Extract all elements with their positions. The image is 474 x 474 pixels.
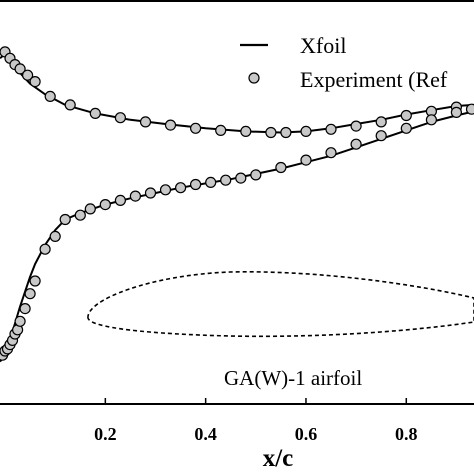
experiment-lower-surface-point bbox=[29, 275, 41, 287]
experiment-lower-surface-point bbox=[74, 209, 86, 221]
experiment-lower-surface-point bbox=[400, 122, 412, 134]
experiment-upper-surface-point bbox=[29, 75, 41, 88]
experiment-lower-surface-point bbox=[59, 213, 71, 226]
x-tick-label: 0.6 bbox=[295, 424, 318, 444]
experiment-lower-surface-point bbox=[24, 288, 36, 300]
experiment-lower-surface-point bbox=[205, 176, 217, 188]
experiment-lower-surface-point bbox=[275, 161, 287, 174]
experiment-lower-surface-point bbox=[250, 169, 262, 181]
experiment-lower-surface-point bbox=[325, 147, 337, 159]
airfoil-outline bbox=[87, 271, 474, 338]
experiment-upper-surface-point bbox=[350, 120, 362, 132]
experiment-upper-surface-point bbox=[14, 63, 26, 75]
experiment-lower-surface-point bbox=[350, 138, 362, 150]
experiment-lower-surface-point bbox=[99, 199, 111, 211]
experiment-upper-surface-point bbox=[190, 122, 202, 134]
x-ticks: 0.2 0.4 0.6 0.8 bbox=[94, 398, 418, 444]
legend-circle-marker bbox=[248, 72, 260, 84]
experiment-upper-surface-point bbox=[114, 112, 127, 124]
legend-label-experiment: Experiment (Ref bbox=[300, 67, 448, 92]
series-layer bbox=[0, 46, 474, 363]
experiment-lower-surface-point bbox=[49, 230, 61, 242]
xfoil-lower-surface-line bbox=[0, 110, 474, 363]
experiment-upper-surface-point bbox=[325, 123, 337, 135]
legend: Xfoil Experiment (Ref bbox=[240, 33, 448, 92]
experiment-upper-surface-point bbox=[64, 99, 76, 111]
x-tick-label: 0.4 bbox=[194, 424, 217, 444]
x-tick-label: 0.2 bbox=[94, 424, 117, 444]
experiment-upper-surface-point bbox=[215, 124, 227, 136]
experiment-lower-surface-point bbox=[175, 182, 187, 194]
experiment-upper-surface-point bbox=[300, 125, 312, 137]
experiment-lower-surface-point bbox=[465, 103, 474, 115]
experiment-upper-surface-point bbox=[44, 90, 56, 103]
experiment-upper-surface-point bbox=[240, 125, 252, 137]
experiment-lower-surface-point bbox=[300, 154, 312, 166]
experiment-upper-surface-point bbox=[375, 116, 387, 128]
experiment-lower-surface-point bbox=[114, 194, 127, 206]
experiment-lower-surface-point bbox=[425, 114, 437, 126]
experiment-lower-surface-point bbox=[190, 178, 202, 191]
experiment-lower-surface-point bbox=[220, 174, 232, 186]
experiment-lower-surface-point bbox=[14, 315, 26, 327]
experiment-lower-surface-point bbox=[39, 243, 51, 255]
experiment-lower-surface-point bbox=[450, 106, 462, 119]
experiment-lower-surface-point bbox=[129, 190, 141, 202]
experiment-lower-surface-point bbox=[84, 203, 96, 215]
experiment-lower-surface-point bbox=[159, 184, 172, 196]
x-tick-label: 0.8 bbox=[395, 424, 418, 444]
experiment-upper-surface-point bbox=[280, 126, 292, 139]
airfoil-annotation: GA(W)-1 airfoil bbox=[224, 366, 362, 390]
experiment-lower-surface-point bbox=[235, 172, 247, 184]
legend-label-xfoil: Xfoil bbox=[300, 33, 346, 58]
experiment-lower-surface-point bbox=[375, 130, 387, 142]
experiment-upper-surface-point bbox=[400, 109, 412, 122]
experiment-lower-surface-point bbox=[144, 187, 157, 199]
experiment-upper-surface-point bbox=[89, 107, 101, 120]
experiment-upper-surface-point bbox=[164, 119, 177, 131]
experiment-upper-surface-point bbox=[139, 116, 152, 128]
experiment-upper-surface-point bbox=[265, 126, 277, 139]
xfoil-upper-surface-line bbox=[0, 53, 474, 134]
experiment-upper-surface-point bbox=[22, 69, 34, 81]
experiment-lower-surface-point bbox=[19, 303, 31, 315]
x-axis-label: x/c bbox=[263, 445, 294, 472]
